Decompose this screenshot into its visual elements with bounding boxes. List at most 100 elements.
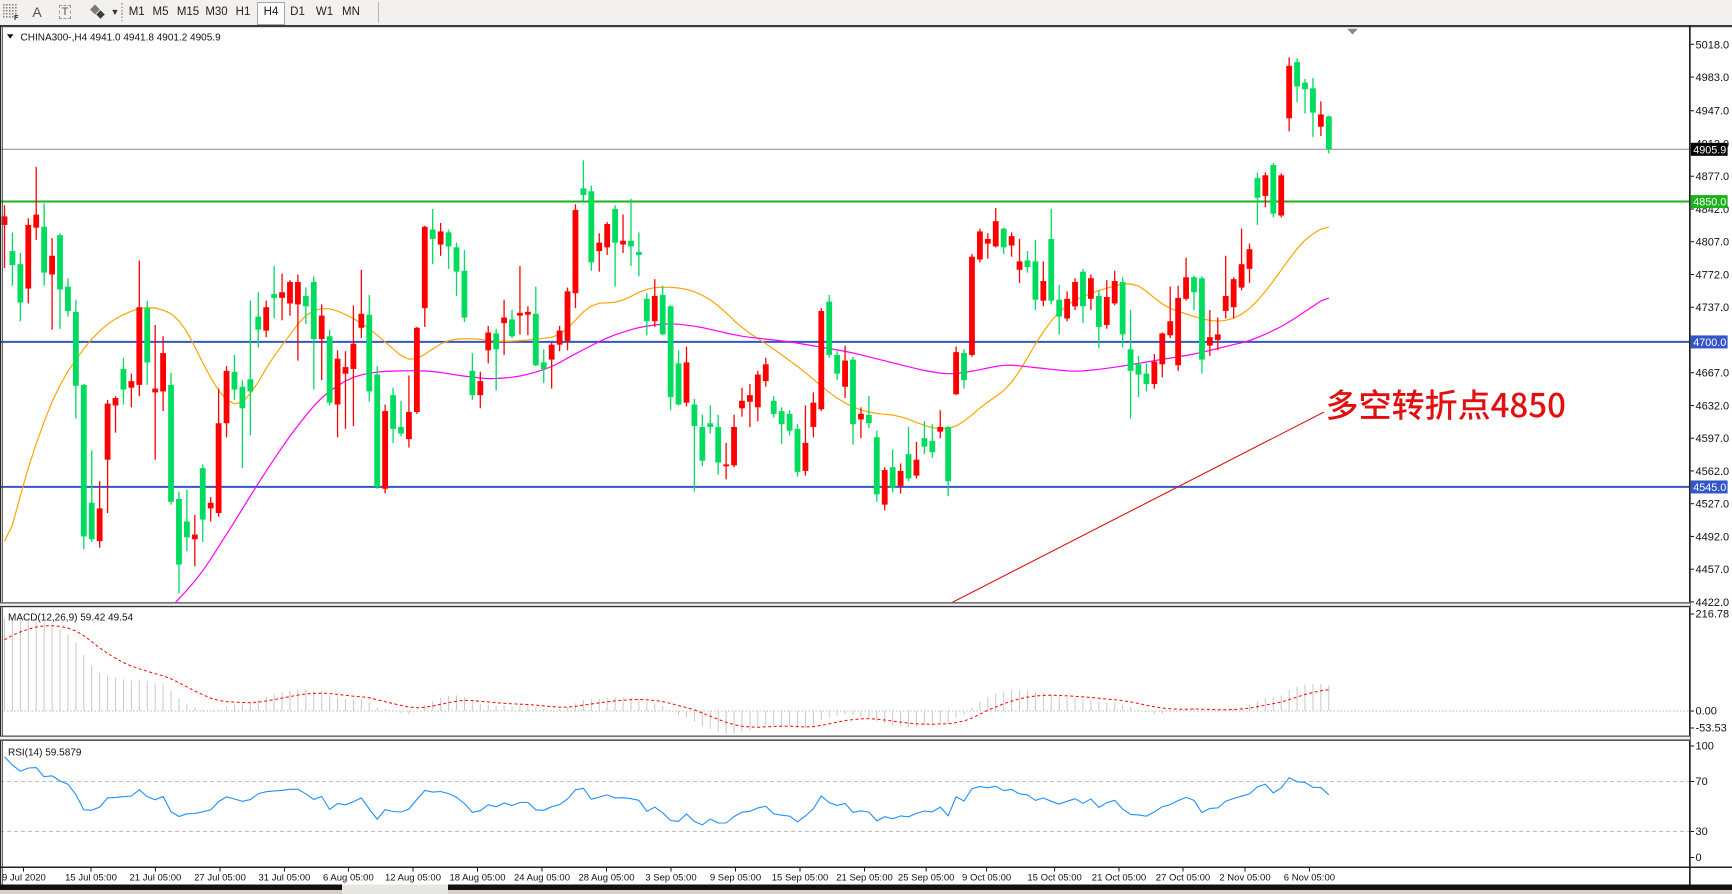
candle-body xyxy=(57,235,63,290)
candle-body xyxy=(850,359,856,425)
arrows-dropdown-icon[interactable]: ▼ xyxy=(110,7,120,17)
trendline[interactable] xyxy=(951,411,1325,604)
timeframe-button-w1[interactable]: W1 xyxy=(315,6,334,18)
candle-body xyxy=(1214,334,1221,340)
time-axis-border xyxy=(0,866,1732,868)
candle-body xyxy=(445,232,452,247)
candle-body xyxy=(382,411,389,489)
candle-body xyxy=(72,311,79,386)
svg-text:4700.0: 4700.0 xyxy=(1693,337,1726,349)
candle-body xyxy=(984,238,991,244)
time-tick-label: 9 Jul 2020 xyxy=(2,873,46,884)
candle-body xyxy=(1080,271,1086,307)
candle-body xyxy=(9,251,16,266)
price-tick-label: 4457.0 xyxy=(1696,564,1730,576)
candle-body xyxy=(17,264,24,303)
price-tick-label: 4492.0 xyxy=(1696,531,1730,543)
timeframe-button-h1[interactable]: H1 xyxy=(235,6,251,18)
timeframe-button-mn[interactable]: MN xyxy=(342,6,360,18)
candle-body xyxy=(1278,175,1285,216)
toolbar-separator xyxy=(378,2,379,23)
svg-text:4905.9: 4905.9 xyxy=(1693,144,1726,156)
arrows-tool-icon[interactable] xyxy=(86,3,110,21)
candle-body xyxy=(120,368,127,390)
candle-body xyxy=(1056,299,1063,317)
text-label-tool-icon[interactable]: T xyxy=(55,3,75,21)
candle-body xyxy=(1246,249,1253,269)
time-tick-label: 24 Aug 05:00 xyxy=(514,873,570,884)
candle-body xyxy=(1206,337,1213,346)
candle-body xyxy=(556,330,563,345)
rsi-label: RSI(14) 59.5879 xyxy=(8,748,82,759)
rsi-line xyxy=(4,756,1330,826)
fibonacci-tool-icon[interactable]: F xyxy=(3,3,21,21)
macd-label: MACD(12,26,9) 59.42 49.54 xyxy=(8,613,134,624)
candle-body xyxy=(699,426,706,461)
text-tool-icon[interactable]: A xyxy=(32,4,42,20)
candle-body xyxy=(953,352,959,395)
time-tick-label: 21 Jul 05:00 xyxy=(130,873,182,884)
candle-body xyxy=(413,327,420,413)
candle-body xyxy=(675,363,682,405)
candle-body xyxy=(1103,296,1110,325)
candle-body xyxy=(374,374,381,487)
candle-body xyxy=(548,344,555,360)
candle-body xyxy=(501,317,507,324)
time-tick-label: 2 Nov 05:00 xyxy=(1219,873,1270,884)
price-tick-label: 4667.0 xyxy=(1696,368,1730,380)
candle-body xyxy=(1254,178,1261,198)
hscrollbar-track-right[interactable] xyxy=(448,884,1732,891)
pane-splitter[interactable] xyxy=(0,602,1690,608)
time-tick-label: 31 Jul 05:00 xyxy=(259,873,311,884)
candle-body xyxy=(667,306,674,398)
candle-body xyxy=(199,468,206,520)
candle-body xyxy=(1111,281,1118,304)
candle-body xyxy=(1095,295,1102,327)
candle-body xyxy=(762,364,769,382)
price-tick-label: 4807.0 xyxy=(1696,237,1730,249)
candle-body xyxy=(1072,281,1078,307)
macd-pane: MACD(12,26,9) 59.42 49.54 xyxy=(0,613,1690,735)
last-price-label: 4905.9 xyxy=(1690,142,1728,156)
candle-body xyxy=(255,316,262,330)
candle-body xyxy=(636,252,642,255)
timeframe-button-m30[interactable]: M30 xyxy=(205,6,228,18)
annotation-text[interactable] xyxy=(1327,389,1565,421)
candle-body xyxy=(207,502,214,509)
chart-shift-marker-icon[interactable] xyxy=(1347,28,1358,35)
candle-body xyxy=(342,367,349,374)
candle-body xyxy=(865,414,872,424)
symbol-dropdown-icon[interactable] xyxy=(7,34,14,39)
candle-body xyxy=(858,413,864,420)
candle-body xyxy=(873,437,880,495)
candle-body xyxy=(976,231,983,260)
hscrollbar-thumb[interactable] xyxy=(342,884,448,894)
price-tick-label: 4737.0 xyxy=(1696,302,1730,314)
pane-splitter[interactable] xyxy=(0,735,1690,741)
time-tick-label: 15 Sep 05:00 xyxy=(772,873,829,884)
time-axis[interactable]: 9 Jul 2020 15 Jul 05:00 21 Jul 05:00 27 Jul… xyxy=(2,868,1335,884)
toolbar-drag-handle[interactable] xyxy=(120,3,123,21)
candle-body xyxy=(826,301,833,355)
hscrollbar-track-left[interactable] xyxy=(0,884,342,891)
timeframe-button-m1[interactable]: M1 xyxy=(128,6,145,18)
candle-body xyxy=(247,379,254,392)
candle-body xyxy=(318,315,325,340)
candle-body xyxy=(1127,349,1134,371)
candle-body xyxy=(80,384,87,537)
candle-body xyxy=(295,281,301,305)
candle-body xyxy=(1310,88,1316,113)
candle-body xyxy=(366,314,373,392)
timeframe-button-m15[interactable]: M15 xyxy=(176,6,200,18)
candle-body xyxy=(1008,236,1015,246)
timeframe-button-d1[interactable]: D1 xyxy=(290,6,305,18)
candle-body xyxy=(104,403,111,460)
timeframe-button-m5[interactable]: M5 xyxy=(152,6,169,18)
timeframe-button-h4[interactable]: H4 xyxy=(257,2,285,25)
candle-body xyxy=(477,381,484,396)
candle-body xyxy=(1040,281,1047,301)
candle-body xyxy=(723,464,730,467)
price-axis[interactable]: 5018.04983.04947.04912.04877.04842.04807… xyxy=(1690,39,1730,864)
time-tick-label: 21 Oct 05:00 xyxy=(1092,873,1146,884)
